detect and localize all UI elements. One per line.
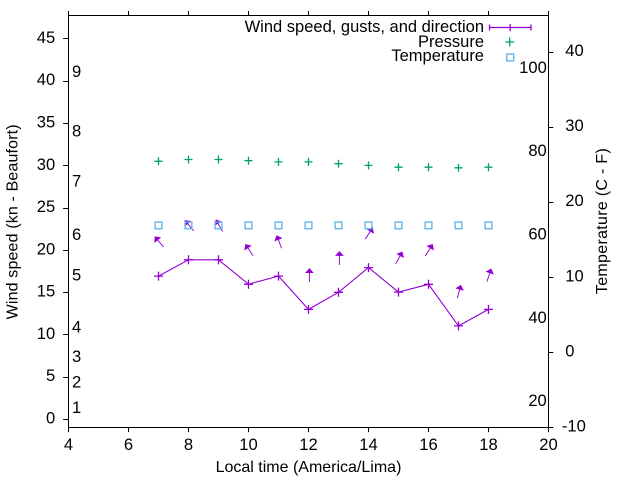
svg-text:4: 4 bbox=[72, 318, 81, 337]
svg-text:Temperature (C - F): Temperature (C - F) bbox=[594, 148, 611, 294]
svg-text:15: 15 bbox=[37, 282, 55, 301]
svg-text:Wind speed (kn - Beaufort): Wind speed (kn - Beaufort) bbox=[4, 124, 21, 319]
svg-text:0: 0 bbox=[46, 409, 55, 428]
svg-text:10: 10 bbox=[37, 324, 55, 343]
svg-text:40: 40 bbox=[565, 41, 583, 60]
svg-text:10: 10 bbox=[565, 266, 583, 285]
svg-text:10: 10 bbox=[239, 435, 257, 454]
svg-text:6: 6 bbox=[72, 225, 81, 244]
svg-text:35: 35 bbox=[37, 113, 55, 132]
svg-text:0: 0 bbox=[565, 341, 574, 360]
svg-text:40: 40 bbox=[37, 70, 55, 89]
svg-text:9: 9 bbox=[72, 62, 81, 81]
svg-text:16: 16 bbox=[419, 435, 437, 454]
svg-text:5: 5 bbox=[72, 266, 81, 285]
svg-text:20: 20 bbox=[565, 191, 583, 210]
svg-text:80: 80 bbox=[528, 141, 546, 160]
svg-text:12: 12 bbox=[299, 435, 317, 454]
svg-text:-10: -10 bbox=[562, 416, 586, 435]
svg-text:18: 18 bbox=[479, 435, 497, 454]
svg-text:60: 60 bbox=[528, 225, 546, 244]
svg-text:20: 20 bbox=[539, 435, 557, 454]
svg-text:100: 100 bbox=[519, 58, 547, 77]
svg-text:2: 2 bbox=[72, 373, 81, 392]
svg-text:Wind speed, gusts, and directi: Wind speed, gusts, and direction bbox=[245, 18, 484, 36]
svg-text:Local time (America/Lima): Local time (America/Lima) bbox=[216, 459, 402, 476]
svg-text:7: 7 bbox=[72, 172, 81, 191]
svg-text:20: 20 bbox=[528, 391, 546, 410]
svg-text:3: 3 bbox=[72, 347, 81, 366]
svg-text:25: 25 bbox=[37, 197, 55, 216]
svg-text:8: 8 bbox=[72, 121, 81, 140]
svg-text:1: 1 bbox=[72, 398, 81, 417]
svg-text:14: 14 bbox=[359, 435, 377, 454]
svg-text:5: 5 bbox=[46, 366, 55, 385]
svg-text:Temperature: Temperature bbox=[391, 47, 484, 65]
svg-text:30: 30 bbox=[37, 155, 55, 174]
svg-text:30: 30 bbox=[565, 116, 583, 135]
svg-text:4: 4 bbox=[64, 435, 73, 454]
svg-text:20: 20 bbox=[37, 239, 55, 258]
svg-text:6: 6 bbox=[124, 435, 133, 454]
svg-text:40: 40 bbox=[528, 308, 546, 327]
svg-text:8: 8 bbox=[184, 435, 193, 454]
svg-text:Pressure: Pressure bbox=[418, 33, 484, 51]
svg-text:45: 45 bbox=[37, 28, 55, 47]
